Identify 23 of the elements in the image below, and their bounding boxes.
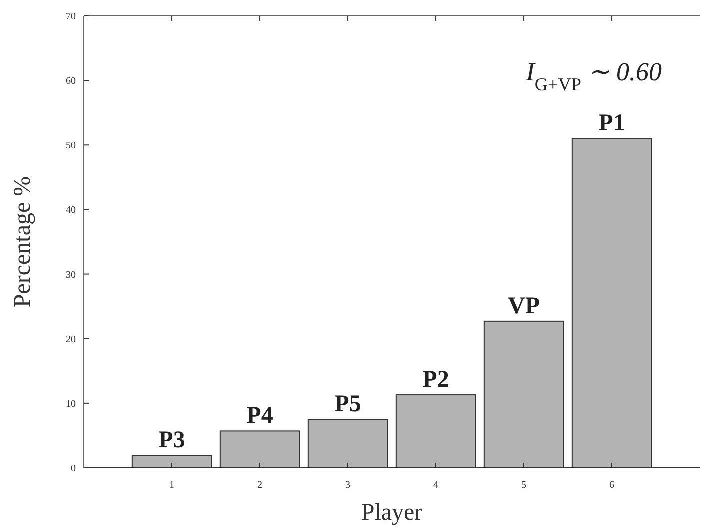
y-tick-label: 50 <box>66 140 76 152</box>
x-tick-label: 3 <box>346 480 350 491</box>
annotation: VP <box>508 293 540 320</box>
y-tick-label: 60 <box>66 76 76 88</box>
annotation: I$_{G+VP}$ ∼ 0.60 <box>525 58 662 95</box>
y-axis-title: Percentage % <box>10 176 36 308</box>
y-tick-label: 10 <box>66 398 76 410</box>
x-tick-label: 1 <box>170 480 174 491</box>
annotation: P2 <box>422 367 450 394</box>
y-tick-label: 0 <box>71 464 76 474</box>
y-tick-label: 70 <box>66 12 76 22</box>
x-tick-label: 2 <box>258 480 262 491</box>
annotation: P1 <box>598 110 626 137</box>
annotation: P3 <box>158 428 186 454</box>
y-tick-label: 30 <box>66 270 76 281</box>
y-tick-label: 20 <box>66 334 76 346</box>
annotation: P4 <box>246 403 274 430</box>
annotation: P5 <box>334 392 362 418</box>
x-tick-label: 5 <box>522 480 526 491</box>
x-axis-title: Player <box>361 500 423 526</box>
x-tick-label: 6 <box>610 480 614 491</box>
y-tick-label: 40 <box>66 205 76 216</box>
x-tick-label: 4 <box>434 480 438 491</box>
